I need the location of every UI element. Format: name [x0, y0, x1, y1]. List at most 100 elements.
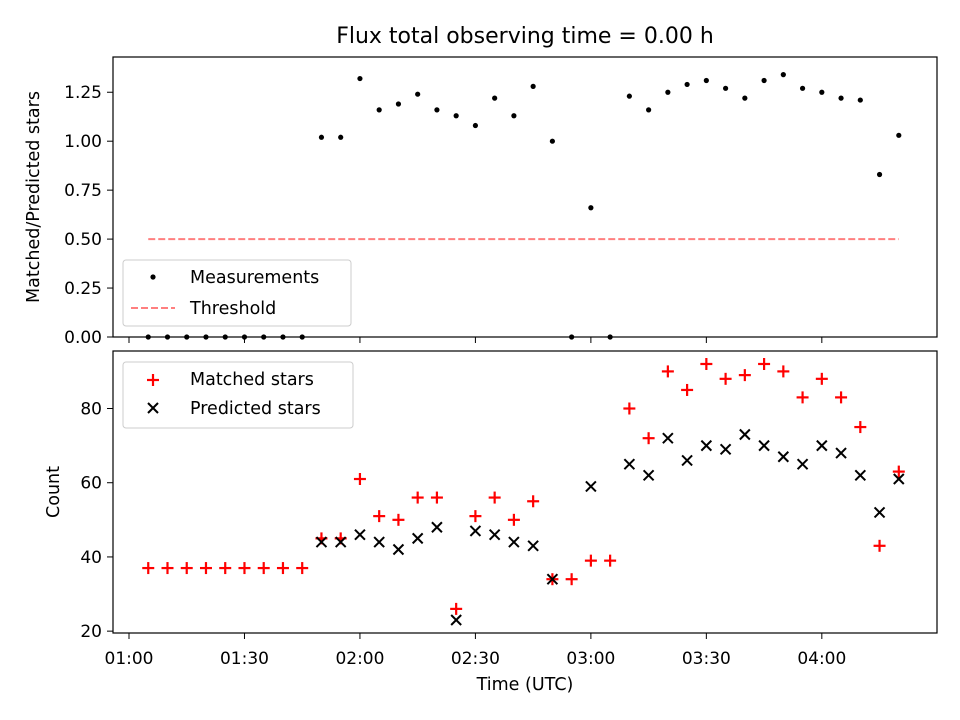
count-y-tick-label: 80	[80, 400, 102, 420]
measurement-point	[876, 171, 883, 178]
predicted-star-point	[873, 506, 886, 519]
measurement-point	[722, 85, 729, 91]
predicted-star-point	[354, 528, 366, 541]
measurement-point	[492, 95, 498, 101]
x-tick-label: 01:00	[105, 649, 154, 669]
predicted-star-point	[835, 447, 847, 459]
predicted-star-point	[854, 469, 867, 482]
matched-star-point	[796, 391, 809, 404]
measurement-point	[761, 77, 767, 84]
count-y-axis-label: Count	[44, 466, 64, 518]
ratio-y-tick-label: 1.25	[64, 83, 102, 103]
measurement-point	[395, 101, 402, 107]
x-tick-label: 02:00	[335, 649, 384, 669]
ratio-y-tick-label: 0.25	[64, 279, 102, 299]
measurement-point	[896, 132, 902, 138]
predicted-star-point	[469, 525, 482, 537]
predicted-star-point	[662, 432, 674, 444]
predicted-star-point	[642, 469, 655, 482]
matched-star-point	[681, 383, 694, 396]
matched-star-point	[219, 562, 232, 575]
measurement-point	[799, 85, 806, 91]
predicted-star-point	[719, 443, 732, 456]
matched-star-point	[276, 562, 289, 575]
measurement-point	[588, 205, 594, 211]
measurement-point	[472, 122, 479, 129]
ratio-y-tick-label: 0.00	[64, 328, 102, 348]
measurement-point	[838, 95, 844, 101]
matched-star-point	[488, 491, 501, 504]
matched-star-point	[257, 562, 270, 575]
predicted-star-point	[796, 458, 809, 470]
matched-star-point	[411, 491, 424, 504]
matched-star-point	[392, 513, 405, 526]
x-tick-label: 04:00	[797, 649, 846, 669]
measurement-point	[357, 75, 363, 82]
ratio-y-tick-label: 0.75	[64, 181, 102, 201]
matched-star-point	[353, 473, 366, 486]
measurement-point	[626, 93, 632, 99]
x-tick-label: 03:30	[682, 649, 731, 669]
matched-star-point	[758, 357, 771, 370]
matched-star-point	[777, 365, 790, 378]
matched-star-point	[238, 562, 251, 575]
predicted-star-point	[816, 439, 828, 452]
x-tick-label: 02:30	[451, 649, 500, 669]
predicted-star-point	[373, 536, 385, 548]
matched-star-point	[507, 513, 520, 526]
ratio-plot-frame	[112, 56, 938, 338]
x-tick-label: 03:00	[566, 649, 615, 669]
measurement-point	[665, 89, 671, 95]
predicted-star-point	[315, 536, 328, 548]
legend-measurements-marker	[150, 274, 156, 280]
measurement-point	[857, 97, 863, 103]
ratio-y-tick-label: 1.00	[64, 132, 102, 152]
x-axis-label: Time (UTC)	[476, 675, 574, 695]
matched-star-point	[815, 372, 828, 385]
matched-star-point	[700, 357, 713, 370]
predicted-star-point	[450, 614, 462, 626]
matched-star-point	[661, 365, 674, 378]
matched-star-point	[835, 391, 848, 404]
predicted-star-point	[623, 458, 636, 470]
ratio-y-tick-label: 0.50	[64, 230, 102, 250]
matched-star-point	[450, 602, 463, 615]
matched-star-point	[199, 562, 212, 575]
predicted-star-point	[739, 428, 751, 441]
count-panel: Count Time (UTC) 20 40 60 80 01:00 01:30 02:00…	[44, 350, 938, 695]
matched-star-point	[565, 573, 578, 586]
predicted-star-point	[758, 439, 770, 452]
predicted-star-point	[334, 536, 347, 548]
count-legend: Matched stars Predicted stars	[122, 361, 354, 429]
matched-star-point	[642, 432, 655, 445]
ratio-y-axis-label: Matched/Predicted stars	[24, 91, 44, 303]
predicted-star-point	[893, 473, 905, 485]
measurement-point	[780, 72, 786, 78]
count-plot-frame	[112, 350, 938, 634]
measurement-point	[453, 113, 459, 119]
predicted-star-point	[700, 439, 713, 452]
matched-star-point	[180, 562, 193, 575]
predicted-star-point	[527, 540, 539, 552]
measurement-point	[646, 107, 652, 113]
matched-star-point	[854, 421, 867, 434]
matched-star-point	[527, 495, 540, 508]
measurement-point	[511, 113, 517, 119]
legend-threshold-label: Threshold	[189, 299, 276, 319]
measurement-point	[530, 83, 536, 89]
predicted-star-point	[392, 543, 405, 556]
matched-star-point	[296, 562, 309, 575]
measurement-point	[318, 134, 325, 140]
measurement-point	[376, 107, 382, 113]
legend-measurements-label: Measurements	[190, 268, 319, 288]
count-y-tick-label: 40	[80, 548, 102, 568]
legend-predicted-label: Predicted stars	[190, 399, 321, 419]
predicted-star-point	[508, 536, 520, 548]
matched-star-point	[719, 372, 732, 385]
matched-star-point	[469, 510, 482, 523]
measurement-point	[742, 95, 748, 101]
measurement-point	[819, 89, 825, 95]
predicted-star-point	[777, 451, 790, 463]
measurement-point	[338, 134, 344, 140]
